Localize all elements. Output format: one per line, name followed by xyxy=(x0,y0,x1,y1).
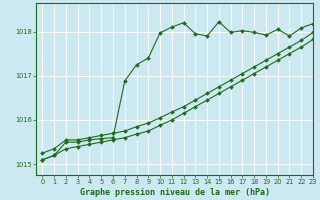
X-axis label: Graphe pression niveau de la mer (hPa): Graphe pression niveau de la mer (hPa) xyxy=(80,188,270,197)
